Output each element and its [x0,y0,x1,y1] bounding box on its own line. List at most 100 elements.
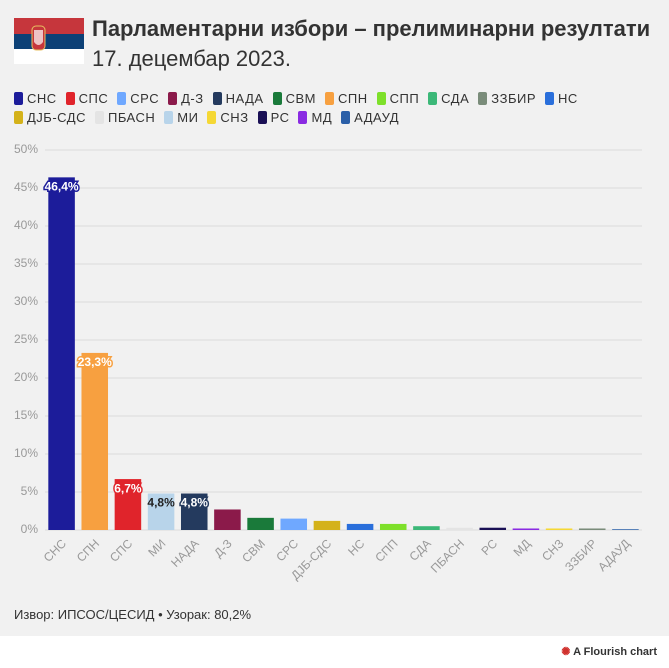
legend-label: СПП [389,90,420,106]
legend-swatch [117,91,127,105]
legend-swatch [272,91,282,105]
legend-label: ДЈБ-СДС [27,109,86,125]
bar [479,527,507,530]
chart: 0% 5% 10% 15% 20% 25% 30% 35% 40% 45% 50% СНС 46,4% С… [14,142,642,583]
legend-item[interactable]: СНС [14,90,57,106]
legend-item[interactable]: ПБАСН [94,109,156,125]
legend-swatch [94,110,104,124]
legend-swatch [324,91,334,105]
legend-swatch [545,91,554,105]
y-tick-label: 50% [14,142,38,156]
legend-item[interactable]: НАДА [212,90,264,106]
x-tick-label: СПН [74,536,102,564]
legend-item[interactable]: СПП [376,90,420,106]
x-tick-label: СПП [372,536,400,564]
legend-label: СРС [130,90,160,106]
legend-item[interactable]: СВМ [272,90,316,106]
legend-item[interactable]: СНЗ [207,109,248,125]
data-label: 4,8% [181,496,209,510]
legend-item[interactable]: ЗЗБИР [478,90,536,106]
legend-swatch [341,110,351,124]
legend-item[interactable]: АДАУД [341,109,399,125]
x-tick-label: ПБАСН [428,536,467,575]
legend-swatch [298,110,308,124]
bar [379,523,407,530]
legend-item[interactable]: МД [298,109,332,125]
y-tick-label: 20% [14,370,38,384]
legend-item[interactable]: ДЈБ-СДС [14,109,86,125]
legend-swatch [428,91,438,105]
subtitle: 17. децембар 2023. [92,46,291,71]
y-tick-label: 0% [21,522,39,536]
legend-label: СПС [78,90,109,106]
y-tick-label: 25% [14,332,38,346]
brand: ✺ A Flourish chart [561,646,657,658]
y-tick-label: 5% [21,484,39,498]
bar [214,509,241,530]
y-tick-label: 40% [14,218,38,232]
legend-item[interactable]: МИ [164,109,198,125]
legend-swatch [207,110,217,124]
x-tick-label: СВМ [239,536,268,565]
data-label: 4,8% [147,496,175,510]
x-tick-label: СПС [107,536,135,564]
flag [14,18,84,64]
legend-label: МД [311,109,333,125]
data-label: 23,3% [78,355,112,369]
y-tick-label: 35% [14,256,38,270]
legend-item[interactable]: СПС [65,90,109,106]
legend-item[interactable]: НС [545,90,578,106]
data-label: 6,7% [114,481,142,495]
x-tick-label: СДА [407,536,434,563]
x-tick-label: СРС [273,536,301,564]
legend-swatch [14,110,23,124]
legend-swatch [212,91,222,105]
x-tick-label: СНС [41,536,70,565]
legend-swatch [14,91,23,105]
bar [147,493,175,530]
bar [280,518,308,530]
legend-label: Д-З [181,90,204,106]
legend-swatch [65,91,75,105]
legend-swatch [257,110,267,124]
title: Парламентарни избори – прелиминарни резу… [92,16,651,41]
x-tick-label: НС [345,536,367,558]
bar [48,177,75,531]
legend-item[interactable]: РС [257,109,290,125]
legend-label: ПБАСН [107,109,156,125]
legend-label: СНЗ [220,109,249,125]
legend-label: СНС [27,90,57,106]
legend-label: РС [270,109,290,125]
bar [545,528,573,530]
x-tick-label: РС [479,536,501,558]
legend-swatch [168,91,178,105]
x-tick-label: Д-З [211,536,235,560]
bar [247,517,274,530]
legend: СНС СПС СРС Д-З НАДА СВМ СПН СПП СДА ЗЗБИР НС ДЈБ-С… [14,90,614,125]
legend-item[interactable]: СДА [428,90,469,106]
x-tick-label: МД [511,536,534,559]
legend-label: МИ [177,109,199,125]
legend-item[interactable]: СРС [117,90,159,106]
data-label: 46,4% [45,180,79,194]
y-tick-label: 45% [14,180,38,194]
legend-item[interactable]: СПН [324,90,368,106]
legend-label: НС [558,90,578,106]
y-tick-label: 30% [14,294,38,308]
x-tick-label: НАДА [168,536,201,569]
legend-label: НАДА [225,90,264,106]
legend-label: СВМ [285,90,316,106]
legend-swatch [164,110,174,124]
x-tick-label: СНЗ [539,536,566,563]
x-tick-label: АДАУД [595,536,633,574]
bar [180,493,208,530]
bar [612,529,639,530]
legend-item[interactable]: Д-З [168,90,204,106]
bar [446,527,473,530]
legend-swatch [376,91,386,105]
y-tick-label: 10% [14,446,38,460]
x-tick-label: МИ [145,536,168,559]
bar [313,520,341,530]
y-tick-label: 15% [14,408,38,422]
